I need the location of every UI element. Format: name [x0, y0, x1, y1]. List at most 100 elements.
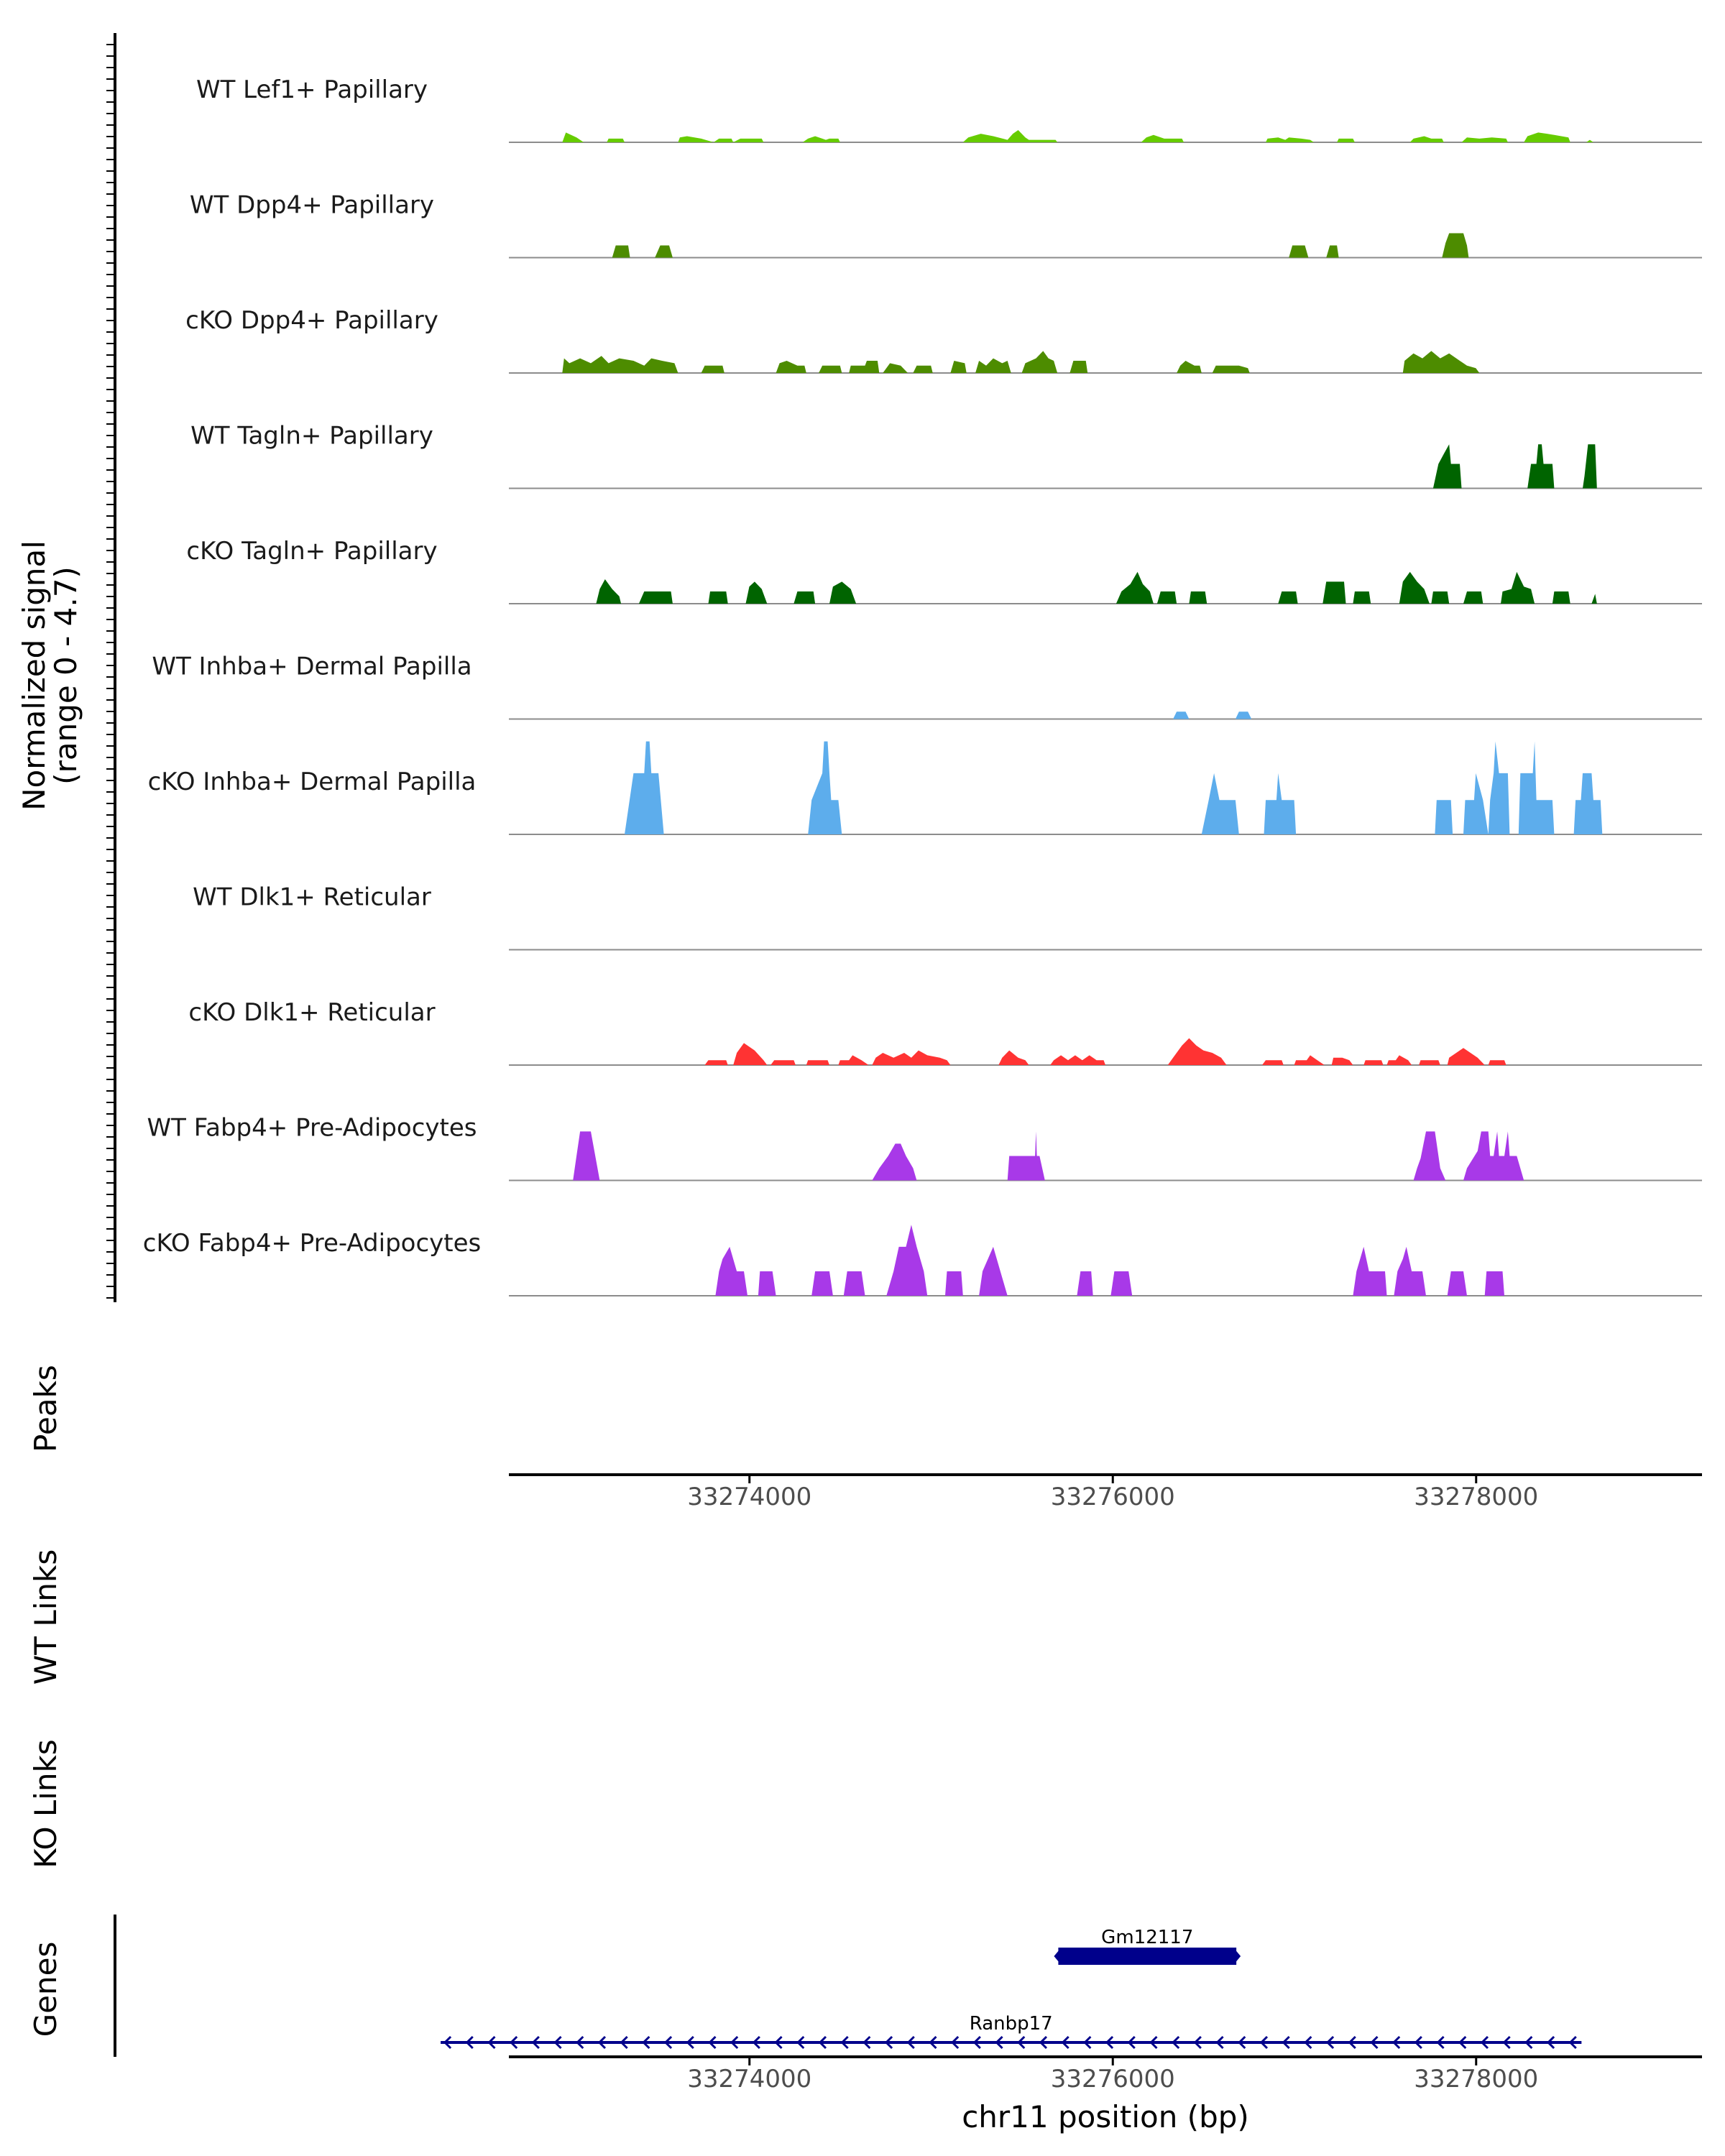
genes-panel-title: Genes [28, 1942, 63, 2037]
strand-arrow-icon [1458, 2035, 1467, 2050]
strand-arrow-icon [1105, 2035, 1114, 2050]
strand-arrow-icon [1414, 2035, 1422, 2050]
strand-arrow-icon [1348, 2035, 1356, 2050]
strand-arrow-icon [531, 2035, 540, 2050]
strand-arrow-icon [1524, 2035, 1533, 2050]
strand-arrow-icon [884, 2035, 893, 2050]
strand-arrow-icon [1039, 2035, 1048, 2050]
strand-arrow-icon [840, 2035, 849, 2050]
track-wt-fabp4-pre-adipocytes: WT Fabp4+ Pre-Adipocytes [147, 1114, 1702, 1181]
strand-arrow-icon [1392, 2035, 1401, 2050]
track-wt-dlk1-reticular: WT Dlk1+ Reticular [193, 883, 1702, 951]
strand-arrow-icon [1304, 2035, 1312, 2050]
x-tick-label: 33276000 [1051, 2065, 1175, 2093]
strand-arrow-icon [929, 2035, 937, 2050]
strand-arrow-icon [1083, 2035, 1092, 2050]
peaks-x-ticks: 33274000 33276000 33278000 [687, 1475, 1538, 1511]
track-cko-tagln-papillary: cKO Tagln+ Papillary [186, 537, 1702, 604]
track-signal-area [562, 130, 1593, 142]
strand-arrow-icon [642, 2035, 650, 2050]
strand-arrow-icon [1149, 2035, 1158, 2050]
track-cko-fabp4-pre-adipocytes: cKO Fabp4+ Pre-Adipocytes [143, 1225, 1702, 1296]
gene-annotations: Gm12117 Ranbp17 [441, 1927, 1582, 2050]
track-wt-tagln-papillary: WT Tagln+ Papillary [190, 422, 1702, 489]
strand-arrow-icon [906, 2035, 915, 2050]
gene-gm12117: Gm12117 [1054, 1927, 1241, 1965]
strand-arrow-icon [818, 2035, 827, 2050]
wt-links-panel-title: WT Links [28, 1549, 63, 1685]
track-signal-area [612, 233, 1469, 258]
track-signal-area [573, 1131, 1524, 1181]
track-label: WT Lef1+ Papillary [196, 75, 428, 104]
coverage-tracks: WT Lef1+ Papillary WT Dpp4+ Papillary cKO … [143, 75, 1702, 1296]
strand-arrow-icon [1568, 2035, 1577, 2050]
strand-arrow-icon [1259, 2035, 1269, 2050]
genes-x-ticks: 33274000 33276000 33278000 [687, 2057, 1538, 2093]
strand-arrow-icon [1480, 2035, 1489, 2050]
strand-arrow-icon [951, 2035, 960, 2050]
x-tick-label: 33278000 [1414, 2065, 1538, 2093]
x-tick-label: 33274000 [687, 2065, 811, 2093]
strand-arrow-icon [620, 2035, 628, 2050]
track-signal-area [1432, 444, 1597, 489]
strand-arrow-icon [597, 2035, 607, 2050]
y-axis-title-line1: Normalized signal [17, 540, 52, 811]
y-axis-title: Normalized signal (range 0 - 4.7) [17, 540, 83, 811]
strand-arrow-icon [1546, 2035, 1555, 2050]
track-wt-lef1-papillary: WT Lef1+ Papillary [196, 75, 1702, 143]
strand-arrow-icon [862, 2035, 871, 2050]
track-signal-area [596, 571, 1597, 604]
track-label: cKO Tagln+ Papillary [186, 537, 437, 566]
track-label: cKO Fabp4+ Pre-Adipocytes [143, 1229, 482, 1258]
strand-arrow-icon [1193, 2035, 1202, 2050]
track-cko-dlk1-reticular: cKO Dlk1+ Reticular [188, 998, 1702, 1066]
strand-arrow-icon [1127, 2035, 1136, 2050]
track-signal-area [562, 351, 1480, 373]
track-signal-area [715, 1225, 1504, 1296]
track-label: cKO Inhba+ Dermal Papilla [148, 768, 477, 796]
strand-arrow-icon [796, 2035, 805, 2050]
strand-arrow-icon [995, 2035, 1003, 2050]
strand-arrow-icon [1282, 2035, 1290, 2050]
track-label: WT Fabp4+ Pre-Adipocytes [147, 1114, 477, 1143]
peaks-panel-title: Peaks [28, 1365, 63, 1452]
strand-arrow-icon [752, 2035, 760, 2050]
track-label: cKO Dlk1+ Reticular [188, 998, 435, 1027]
track-signal-area [625, 741, 1603, 834]
y-axis-title-line2: (range 0 - 4.7) [48, 566, 83, 785]
strand-arrow-icon [1370, 2035, 1379, 2050]
track-label: WT Inhba+ Dermal Papilla [152, 653, 472, 681]
gene-label: Ranbp17 [970, 2013, 1053, 2035]
strand-arrow-icon [1215, 2035, 1224, 2050]
x-axis-title: chr11 position (bp) [962, 2099, 1249, 2134]
strand-arrow-icon [686, 2035, 694, 2050]
track-label: cKO Dpp4+ Papillary [185, 306, 438, 335]
strand-arrow-icon [663, 2035, 673, 2050]
strand-arrow-icon [1502, 2035, 1511, 2050]
strand-arrow-icon [576, 2035, 584, 2050]
strand-arrow-icon [1017, 2035, 1026, 2050]
strand-arrow-icon [708, 2035, 717, 2050]
coverage-y-ticks [106, 44, 115, 1299]
strand-arrow-icon [510, 2035, 518, 2050]
strand-arrow-icon [1325, 2035, 1335, 2050]
ko-links-panel-title: KO Links [28, 1739, 63, 1869]
track-label: WT Dlk1+ Reticular [193, 883, 431, 912]
gene-ranbp17: Ranbp17 [441, 2013, 1582, 2050]
track-signal-area [704, 1038, 1506, 1065]
track-label: WT Tagln+ Papillary [190, 422, 433, 451]
strand-arrow-icon [1172, 2035, 1180, 2050]
strand-arrow-icon [730, 2035, 739, 2050]
strand-arrow-icon [443, 2035, 452, 2050]
strand-arrow-icon [774, 2035, 783, 2050]
track-label: WT Dpp4+ Papillary [190, 191, 434, 220]
strand-arrow-icon [465, 2035, 474, 2050]
track-wt-inhba-dermal-papilla: WT Inhba+ Dermal Papilla [152, 653, 1702, 720]
strand-arrow-icon [1061, 2035, 1070, 2050]
strand-arrow-icon [553, 2035, 562, 2050]
strand-arrow-icon [1436, 2035, 1445, 2050]
strand-arrow-icon [487, 2035, 496, 2050]
strand-arrow-icon [972, 2035, 981, 2050]
track-wt-dpp4-papillary: WT Dpp4+ Papillary [190, 191, 1702, 259]
